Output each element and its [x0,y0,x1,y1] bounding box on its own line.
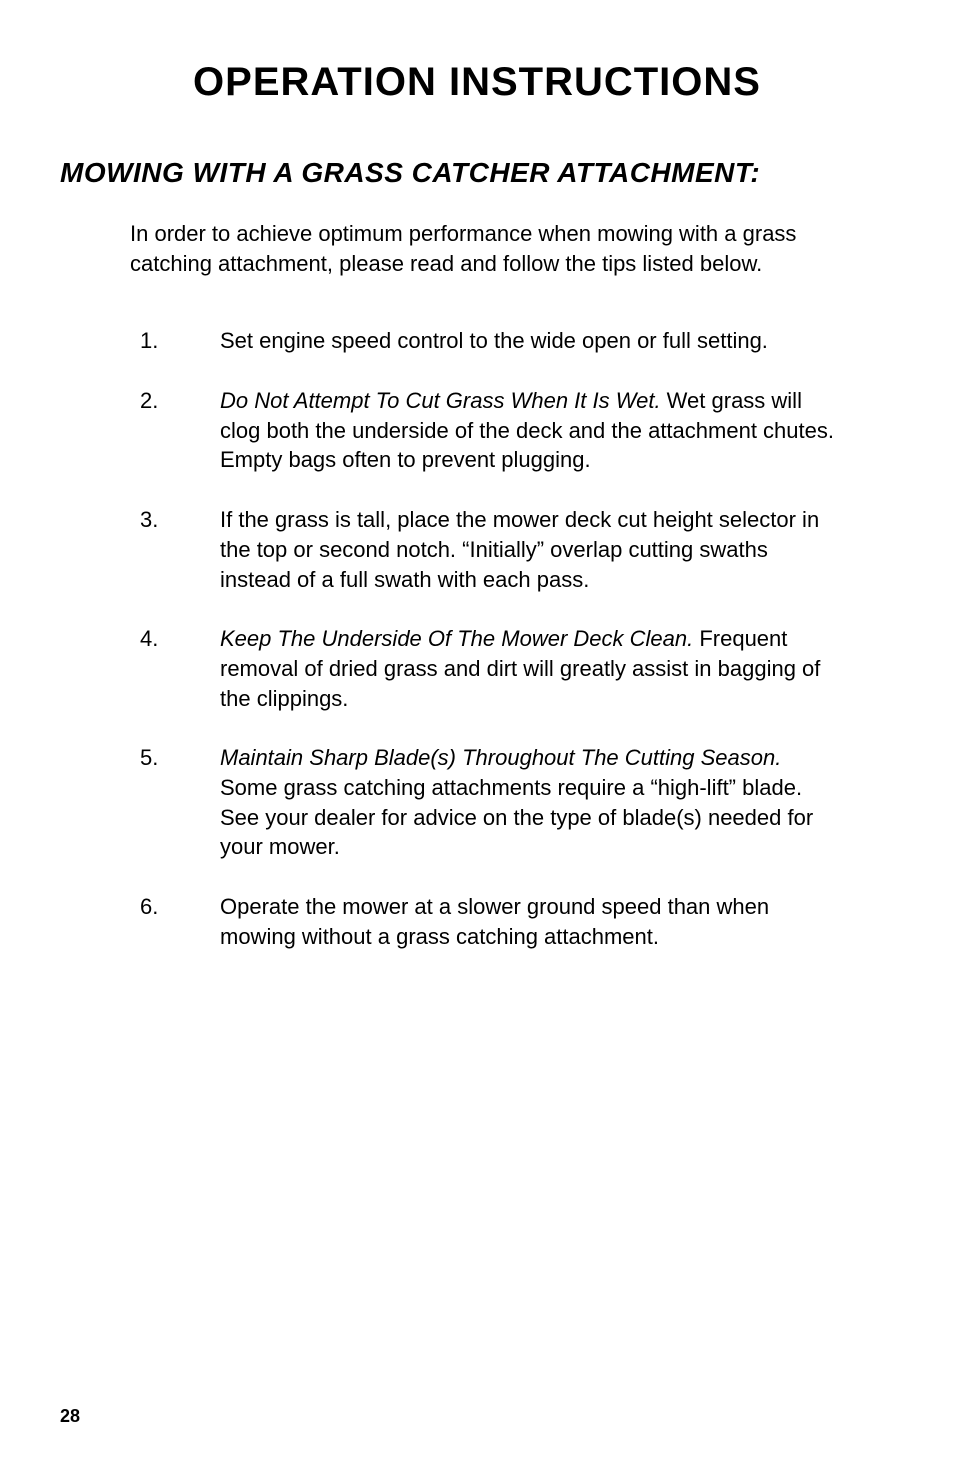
list-item: 2. Do Not Attempt To Cut Grass When It I… [140,386,844,475]
lead-phrase: Maintain Sharp Blade(s) Throughout The C… [220,745,781,770]
list-item-number: 4. [140,624,220,713]
section-subtitle: MOWING WITH A GRASS CATCHER ATTACHMENT: [60,157,864,189]
list-item-body: Maintain Sharp Blade(s) Throughout The C… [220,743,844,862]
list-item-body: If the grass is tall, place the mower de… [220,505,844,594]
page: OPERATION INSTRUCTIONS MOWING WITH A GRA… [0,0,954,1475]
intro-paragraph: In order to achieve optimum performance … [130,219,844,278]
list-item-text: Some grass catching attachments require … [220,775,813,859]
list-item-text: Operate the mower at a slower ground spe… [220,894,769,949]
list-item-number: 1. [140,326,220,356]
list-item-body: Keep The Underside Of The Mower Deck Cle… [220,624,844,713]
list-item-body: Do Not Attempt To Cut Grass When It Is W… [220,386,844,475]
list-item-body: Set engine speed control to the wide ope… [220,326,844,356]
list-item: 4. Keep The Underside Of The Mower Deck … [140,624,844,713]
list-item-text: If the grass is tall, place the mower de… [220,507,819,591]
lead-phrase: Do Not Attempt To Cut Grass When It Is W… [220,388,661,413]
list-item: 1. Set engine speed control to the wide … [140,326,844,356]
lead-phrase: Keep The Underside Of The Mower Deck Cle… [220,626,693,651]
tips-list: 1. Set engine speed control to the wide … [140,326,844,951]
page-number: 28 [60,1406,80,1427]
list-item-number: 6. [140,892,220,951]
list-item-number: 3. [140,505,220,594]
list-item: 5. Maintain Sharp Blade(s) Throughout Th… [140,743,844,862]
list-item-body: Operate the mower at a slower ground spe… [220,892,844,951]
list-item-number: 2. [140,386,220,475]
list-item: 3. If the grass is tall, place the mower… [140,505,844,594]
page-title: OPERATION INSTRUCTIONS [90,60,864,105]
list-item-number: 5. [140,743,220,862]
list-item-text: Set engine speed control to the wide ope… [220,328,768,353]
list-item: 6. Operate the mower at a slower ground … [140,892,844,951]
